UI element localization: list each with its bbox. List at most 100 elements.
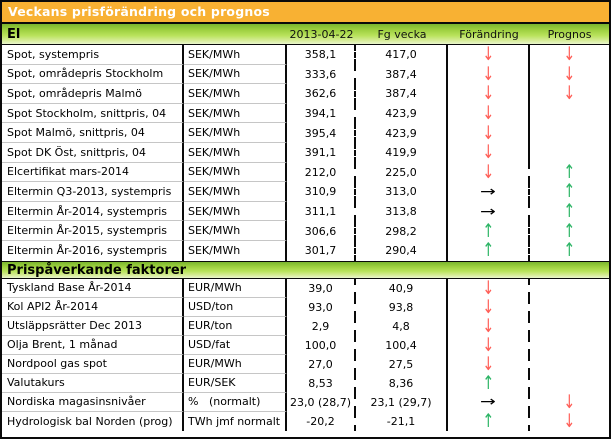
value-prev-week: 27,5 xyxy=(356,354,448,374)
change-cell: ↑ xyxy=(448,221,530,241)
change-cell: ↓ xyxy=(448,160,530,183)
row-label: Spot Stockholm, snittpris, 04 xyxy=(2,103,184,124)
change-cell: → xyxy=(448,392,530,412)
forecast-cell xyxy=(530,279,609,298)
trend-arrow-icon: → xyxy=(480,394,496,411)
trend-arrow-icon: ↓ xyxy=(482,140,494,164)
forecast-cell xyxy=(530,143,609,163)
row-unit: EUR/SEK xyxy=(184,373,287,393)
forecast-arrow-icon: ↑ xyxy=(563,199,576,223)
trend-arrow-icon: ↓ xyxy=(482,160,494,183)
row-unit: EUR/MWh xyxy=(184,354,287,374)
value-prev-week: 387,4 xyxy=(356,84,448,104)
change-cell: ↑ xyxy=(448,241,530,261)
row-unit: TWh jmf normalt xyxy=(184,411,287,431)
row-unit: EUR/MWh xyxy=(184,278,287,298)
forecast-cell xyxy=(530,123,609,143)
forecast-arrow-icon: ↓ xyxy=(563,82,576,105)
change-cell: ↓ xyxy=(448,333,530,356)
row-label: Eltermin År-2014, systempris xyxy=(2,201,184,222)
row-unit: SEK/MWh xyxy=(184,162,287,183)
table-row: Nordpool gas spot EUR/MWh 27,0 27,5 ↓ xyxy=(2,352,609,375)
forecast-cell xyxy=(530,355,609,374)
value-prev-week: 419,9 xyxy=(356,142,448,163)
forecast-cell: ↓ xyxy=(530,62,609,86)
change-cell: ↓ xyxy=(448,45,530,65)
forecast-cell: ↓ xyxy=(530,84,609,104)
section-title-factors: Prispåverkande faktorer xyxy=(7,262,187,278)
row-unit: SEK/MWh xyxy=(184,201,287,222)
row-label: Tyskland Base År-2014 xyxy=(2,278,184,298)
forecast-cell: ↓ xyxy=(530,45,609,65)
row-unit: SEK/MWh xyxy=(184,142,287,163)
change-cell: ↓ xyxy=(448,123,530,143)
value-prev-week: 290,4 xyxy=(356,240,448,261)
section-header-factors: Prispåverkande faktorer xyxy=(2,260,609,279)
value-current-week: 333,6 xyxy=(287,64,356,85)
trend-arrow-icon: ↓ xyxy=(482,352,494,375)
value-prev-week: 423,9 xyxy=(356,103,448,124)
value-current-week: 391,1 xyxy=(287,142,356,163)
change-cell: ↓ xyxy=(448,104,530,124)
table-row: Kol API2 År-2014 USD/ton 93,0 93,8 ↓ xyxy=(2,295,609,318)
table-row: Eltermin År-2015, systempris SEK/MWh 306… xyxy=(2,221,609,241)
value-prev-week: 40,9 xyxy=(356,278,448,298)
table-row: Valutakurs EUR/SEK 8,53 8,36 ↑ xyxy=(2,373,609,393)
forecast-arrow-icon: ↑ xyxy=(563,219,576,242)
forecast-arrow-icon: ↑ xyxy=(563,180,576,203)
row-unit: USD/fat xyxy=(184,335,287,355)
row-unit: % (normalt) xyxy=(184,392,287,412)
row-label: Kol API2 År-2014 xyxy=(2,297,184,317)
forecast-cell xyxy=(530,298,609,317)
value-current-week: 301,7 xyxy=(287,240,356,261)
value-current-week: 306,6 xyxy=(287,221,356,241)
value-prev-week: 225,0 xyxy=(356,162,448,183)
value-prev-week: 387,4 xyxy=(356,64,448,85)
forecast-arrow-icon: ↓ xyxy=(563,409,576,432)
trend-arrow-icon: ↓ xyxy=(482,276,494,299)
table-row: Eltermin År-2014, systempris SEK/MWh 311… xyxy=(2,202,609,222)
trend-arrow-icon: ↓ xyxy=(482,62,494,86)
forecast-cell: ↓ xyxy=(530,392,609,412)
value-prev-week: 23,1 (29,7) xyxy=(356,392,448,412)
value-current-week: 395,4 xyxy=(287,123,356,143)
value-current-week: 362,6 xyxy=(287,84,356,104)
change-cell: → xyxy=(448,182,530,202)
value-prev-week: 8,36 xyxy=(356,373,448,393)
trend-arrow-icon: ↓ xyxy=(482,333,494,356)
change-cell: ↓ xyxy=(448,316,530,336)
column-header-forecast: Prognos xyxy=(547,27,592,41)
section-header-el: El 2013-04-22 Fg vecka Förändring Progno… xyxy=(2,24,609,45)
table-title-bar: Veckans prisförändring och prognos xyxy=(2,2,609,24)
trend-arrow-icon: ↓ xyxy=(482,295,494,318)
row-label: Nordiska magasinsnivåer xyxy=(2,392,184,412)
value-current-week: 8,53 xyxy=(287,373,356,393)
row-unit: SEK/MWh xyxy=(184,84,287,104)
table-row: Spot Stockholm, snittpris, 04 SEK/MWh 39… xyxy=(2,104,609,124)
row-label: Olja Brent, 1 månad xyxy=(2,335,184,355)
table-row: Eltermin År-2016, systempris SEK/MWh 301… xyxy=(2,241,609,261)
row-label: Eltermin År-2016, systempris xyxy=(2,240,184,261)
change-cell: ↓ xyxy=(448,143,530,163)
row-unit: SEK/MWh xyxy=(184,123,287,143)
section-rows-factors: Tyskland Base År-2014 EUR/MWh 39,0 40,9 … xyxy=(2,276,609,432)
value-prev-week: 93,8 xyxy=(356,297,448,317)
row-label: Utsläppsrätter Dec 2013 xyxy=(2,316,184,336)
value-current-week: 2,9 xyxy=(287,316,356,336)
forecast-arrow-icon: ↓ xyxy=(563,62,576,86)
trend-arrow-icon: ↑ xyxy=(482,409,494,432)
trend-arrow-icon: → xyxy=(480,203,496,220)
value-current-week: 23,0 (28,7) xyxy=(287,392,356,412)
forecast-cell: ↑ xyxy=(530,182,609,202)
row-label: Eltermin År-2015, systempris xyxy=(2,221,184,241)
table-row: Nordiska magasinsnivåer % (normalt) 23,0… xyxy=(2,392,609,412)
change-cell: ↑ xyxy=(448,373,530,393)
change-cell: ↓ xyxy=(448,276,530,299)
table-row: Spot DK Öst, snittpris, 04 SEK/MWh 391,1… xyxy=(2,143,609,163)
forecast-cell: ↑ xyxy=(530,162,609,183)
table-row: Spot Malmö, snittpris, 04 SEK/MWh 395,4 … xyxy=(2,123,609,143)
trend-arrow-icon: → xyxy=(480,183,496,200)
row-unit: SEK/MWh xyxy=(184,64,287,85)
change-cell: → xyxy=(448,201,530,222)
column-header-date: 2013-04-22 xyxy=(289,27,354,41)
